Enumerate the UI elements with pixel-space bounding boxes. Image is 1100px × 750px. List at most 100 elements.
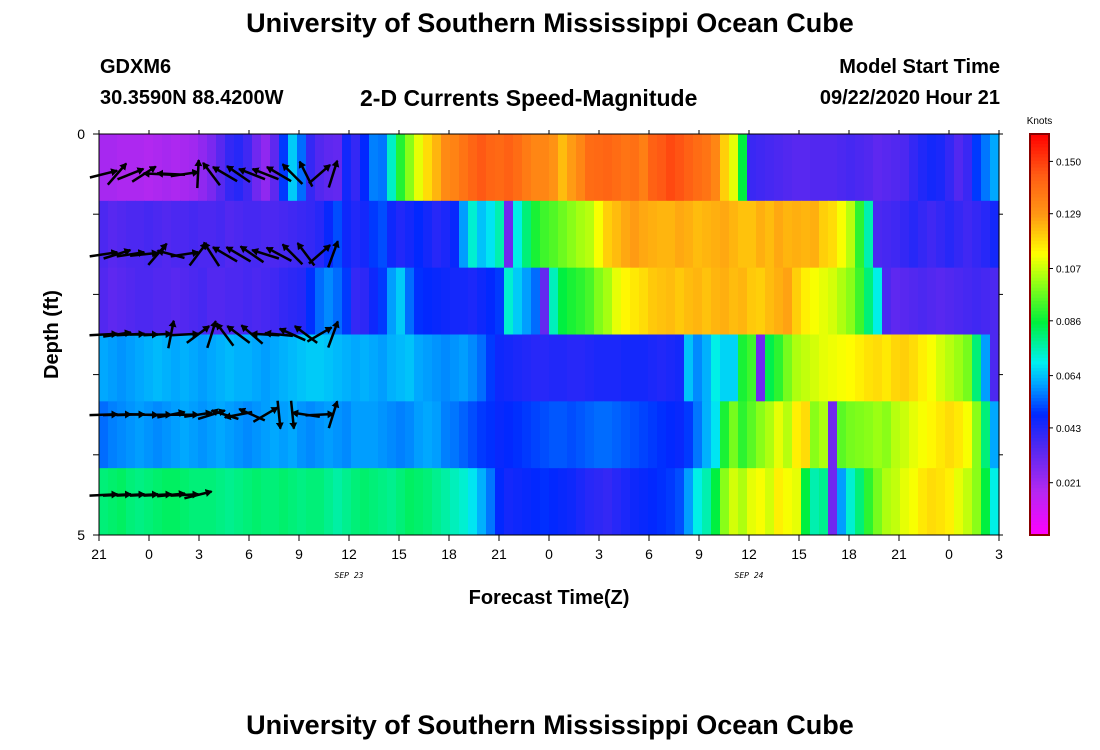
heat-cell [738, 267, 748, 335]
heat-cell [702, 334, 712, 402]
colorbar-segment [1030, 468, 1049, 473]
heat-cell [810, 134, 820, 202]
heat-cell [837, 134, 847, 202]
heat-cell [432, 200, 442, 269]
heat-cell [450, 401, 460, 469]
heat-cell [477, 468, 487, 536]
heat-cell [630, 134, 640, 202]
heat-cell [576, 401, 586, 469]
heat-cell [387, 468, 397, 536]
heat-cell [153, 200, 163, 269]
heat-cell [369, 134, 379, 202]
heat-cell [504, 401, 514, 469]
heat-cell [585, 334, 595, 402]
heat-cell [846, 200, 856, 269]
heat-cell [459, 468, 469, 536]
heat-cell [252, 401, 262, 469]
heat-cell [810, 401, 820, 469]
heat-cell [612, 267, 622, 335]
colorbar-segment [1030, 428, 1049, 433]
heat-cell [342, 401, 352, 469]
colorbar-segment [1030, 144, 1049, 148]
heat-cell [261, 468, 271, 536]
heat-cell [549, 401, 559, 469]
colorbar-segment [1030, 214, 1049, 219]
heat-cell [216, 267, 226, 335]
heat-cell [711, 267, 721, 335]
colorbar-segment [1030, 424, 1049, 429]
main-title: University of Southern Mississippi Ocean… [246, 8, 854, 38]
heat-cell [855, 468, 865, 536]
footer-title: University of Southern Mississippi Ocean… [246, 710, 854, 740]
colorbar-segment [1030, 137, 1049, 142]
colorbar-segment [1030, 521, 1049, 526]
x-tick-label: 12 [741, 546, 757, 562]
heat-cell [288, 401, 298, 469]
heat-cell [216, 200, 226, 269]
heat-cell [342, 200, 352, 269]
heat-cell [162, 334, 172, 402]
heat-cell [567, 267, 577, 335]
colorbar-segment [1030, 311, 1049, 316]
heat-cell [558, 267, 568, 335]
current-vector-arrow [170, 330, 200, 339]
heat-cell [351, 468, 361, 536]
heat-cell [963, 334, 973, 402]
heat-cell [486, 401, 496, 469]
current-vector-arrow [308, 244, 331, 265]
heat-cell [702, 401, 712, 469]
heat-cell [117, 200, 127, 269]
heat-cell [873, 200, 883, 269]
heat-cell [279, 267, 289, 335]
heat-cell [252, 334, 262, 402]
heat-cell [468, 468, 478, 536]
colorbar-segment [1030, 194, 1049, 199]
heat-cell [819, 267, 829, 335]
heat-cell [891, 468, 901, 536]
heat-cell [630, 200, 640, 269]
heat-cell [783, 134, 793, 202]
heat-cell [594, 334, 604, 402]
colorbar-segment [1030, 501, 1049, 506]
heat-cell [909, 468, 919, 536]
heat-cell [522, 267, 532, 335]
heat-cell [369, 401, 379, 469]
heat-cell [783, 334, 793, 402]
colorbar-segment [1030, 284, 1049, 289]
heat-cell [117, 267, 127, 335]
heat-cell [369, 267, 379, 335]
colorbar-segment [1030, 140, 1049, 145]
heat-cell [261, 334, 271, 402]
heat-cell [810, 200, 820, 269]
heat-cell [279, 334, 289, 402]
heat-cell [189, 468, 199, 536]
heat-cell [729, 134, 739, 202]
heat-cell [765, 401, 775, 469]
heat-cell [963, 134, 973, 202]
x-tick-label: 0 [545, 546, 553, 562]
heat-cell [216, 468, 226, 536]
heat-cell [945, 334, 955, 402]
heat-cell [630, 334, 640, 402]
heat-cell [855, 267, 865, 335]
heat-cell [441, 468, 451, 536]
heat-cell [684, 200, 694, 269]
heat-cell [108, 401, 118, 469]
current-vector-arrow [103, 248, 132, 260]
heat-cell [414, 401, 424, 469]
heat-cell [864, 334, 874, 402]
colorbar-segment [1030, 394, 1049, 399]
heat-cell [567, 401, 577, 469]
heat-cell [198, 200, 208, 269]
heat-cell [783, 200, 793, 269]
heat-cell [549, 134, 559, 202]
heat-cell [558, 134, 568, 202]
heat-cell [234, 267, 244, 335]
heat-cell [657, 468, 667, 536]
heat-cell [315, 401, 325, 469]
current-vector-arrow [170, 168, 200, 178]
current-vector-arrow [308, 163, 331, 185]
heat-cell [963, 468, 973, 536]
heat-cell [396, 267, 406, 335]
heat-cell [180, 200, 190, 269]
